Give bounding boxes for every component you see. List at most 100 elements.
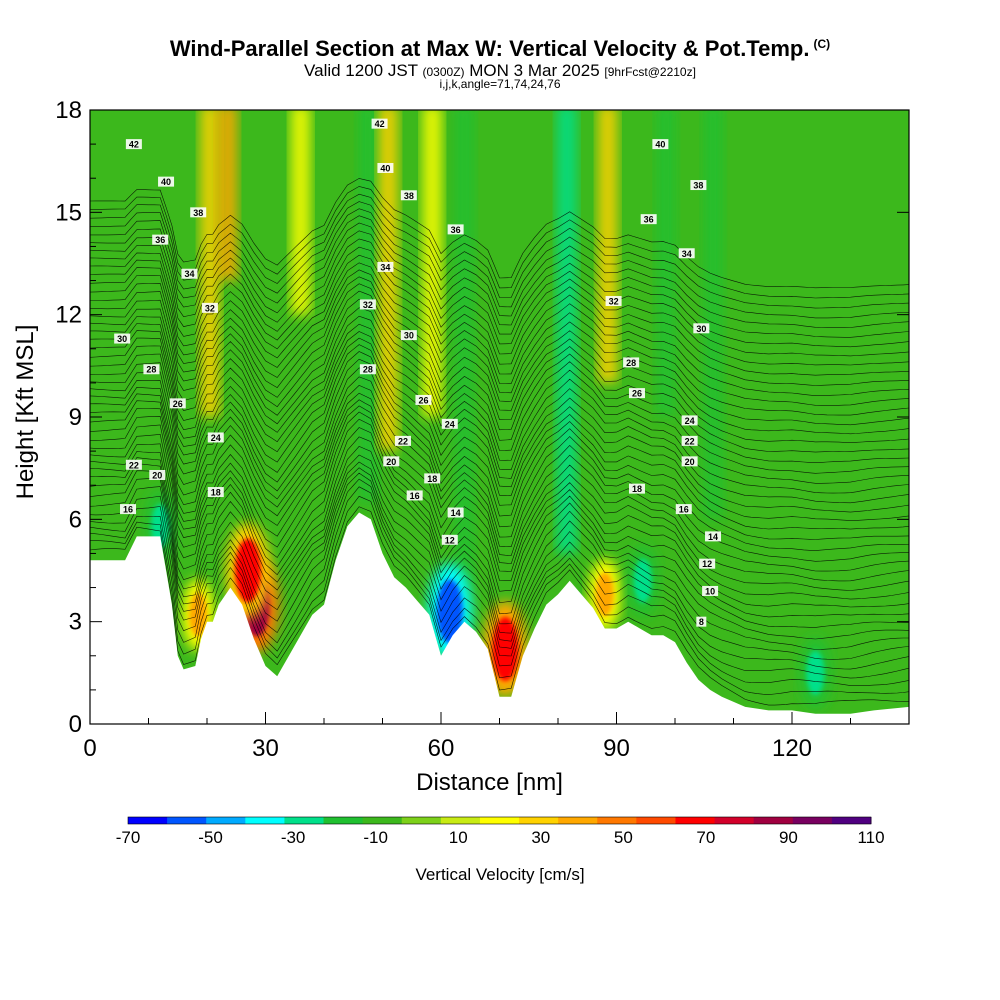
theta-contour [90,269,909,406]
theta-label: 22 [398,436,408,446]
colorbar-tick-label: -50 [198,828,223,847]
theta-label: 22 [685,436,695,446]
theta-contour [90,238,909,366]
colorbar-swatch [206,817,246,824]
theta-label-box [125,139,142,150]
w-band [290,110,311,315]
theta-label-box [705,531,722,542]
theta-label: 34 [682,249,692,259]
colorbar-tick-label: 70 [696,828,715,847]
theta-label: 18 [427,474,437,484]
theta-label: 24 [211,433,221,443]
theta-label-box [441,418,458,429]
theta-contour [90,351,909,513]
colorbar-swatch [558,817,598,824]
theta-contour [90,307,909,453]
theta-label-box [207,432,224,443]
theta-contour [90,472,909,670]
colorbar-swatch [479,817,520,824]
theta-label: 18 [632,484,642,494]
theta-contour [90,178,909,289]
theta-label-box [605,296,622,307]
theta-contour [90,385,909,551]
theta-label-box [447,224,464,235]
colorbar-tick-label: 10 [449,828,468,847]
theta-label-box [699,558,716,569]
theta-contour [90,298,909,443]
theta-contour [90,358,909,521]
w-cell [234,538,261,603]
theta-contour [90,376,909,540]
theta-contour [90,399,909,572]
colorbar-swatch [792,817,833,824]
x-tick-label: 120 [772,735,812,762]
theta-label: 30 [696,324,706,334]
colorbar-swatch [323,817,364,824]
theta-label: 40 [380,163,390,173]
x-tick-label: 30 [252,735,279,762]
w-band [422,110,443,417]
colorbar-tick-label: -10 [363,828,388,847]
theta-contour [90,337,909,494]
theta-contour [90,276,909,416]
colorbar-frame [127,816,872,825]
theta-label: 22 [129,460,139,470]
colorbar-tick-label: 50 [614,828,633,847]
theta-label: 14 [708,532,718,542]
theta-label-box [681,435,698,446]
colorbar-swatch [636,817,676,824]
theta-contour [90,411,909,591]
theta-label-box [377,261,394,272]
w-cell [189,592,208,637]
theta-label: 16 [679,505,689,515]
theta-label-box [681,415,698,426]
w-cell [633,558,652,603]
theta-label: 8 [699,617,704,627]
y-tick-label: 9 [69,404,82,431]
theta-label: 14 [451,508,461,518]
theta-label: 40 [655,140,665,150]
theta-label: 28 [626,358,636,368]
utc-time: (0300Z) [422,65,465,79]
terrain-mask [90,512,909,724]
theta-label-box [406,490,423,501]
colorbar-tick-label: -30 [281,828,306,847]
theta-label: 32 [363,300,373,310]
plot-area: 42 40 38 36 34 32 30 28 26 24 22 20 18 16 42 40 38 36 34 32… [90,110,909,724]
theta-label-box [675,504,692,515]
w-band [378,110,399,452]
theta-label-box [190,207,207,218]
x-tick-label: 90 [603,735,630,762]
theta-label: 26 [418,395,428,405]
theta-label-box [169,398,186,409]
theta-contour [90,254,909,386]
w-band [656,110,677,417]
theta-contour [90,405,909,582]
theta-label: 42 [129,140,139,150]
theta-label: 38 [193,208,203,218]
theta-label-box [377,162,394,173]
colorbar-swatch [675,817,716,824]
theta-contour [90,315,909,464]
y-tick-label: 15 [55,199,82,226]
y-tick-label: 3 [69,609,82,636]
theta-label-box [359,299,376,310]
y-tick-label: 0 [69,711,82,738]
theta-label-box [441,534,458,545]
section-indices: i,j,k,angle=71,74,24,76 [439,77,561,91]
theta-label-group: 42 40 38 36 34 32 30 28 26 24 22 20 18 16 42 40 38 36 34 32… [114,118,722,627]
theta-contour [90,367,909,530]
chart-subtitle: Valid 1200 JST (0300Z) MON 3 Mar 2025 [9… [0,61,1000,81]
theta-label: 34 [184,269,194,279]
theta-contour [90,262,909,397]
theta-contour [90,467,909,660]
x-tick-label: 60 [428,735,455,762]
theta-label: 16 [123,505,133,515]
colorbar-tick-label: -70 [116,828,141,847]
y-tick-label: 18 [55,97,82,124]
theta-contour [90,215,909,338]
theta-contour [90,478,909,679]
colorbar-swatch [831,817,872,824]
valid-time: Valid 1200 JST [304,61,418,80]
